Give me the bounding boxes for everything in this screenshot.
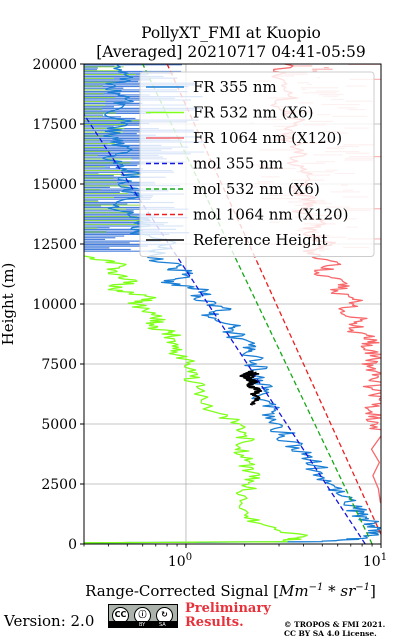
legend-box [139, 71, 375, 257]
chart-title: PollyXT_FMI at Kuopio [Averaged] 2021071… [96, 24, 366, 61]
chart-title-line-2: [Averaged] 20210717 04:41-05:59 [96, 43, 366, 61]
license-strip: BY SA [109, 621, 177, 628]
y-tick-label: 20000 [32, 57, 77, 73]
chart: PollyXT_FMI at Kuopio [Averaged] 2021071… [0, 24, 387, 600]
y-tick-label: 10000 [32, 297, 77, 313]
preliminary-line-2: Results. [185, 615, 244, 630]
cc-icon: CC [112, 607, 129, 624]
legend: FR 355 nm FR 532 nm (X6) FR 1064 nm (X120)… [139, 71, 375, 257]
chart-title-line-1: PollyXT_FMI at Kuopio [141, 24, 321, 42]
legend-label-1: FR 532 nm (X6) [193, 104, 313, 122]
y-tick-label: 2500 [41, 477, 77, 493]
x-tick-label: 101 [363, 552, 387, 570]
legend-label-4: mol 532 nm (X6) [193, 180, 320, 198]
y-tick-label: 12500 [32, 237, 77, 253]
y-axis-label: Height (m) [0, 263, 17, 346]
copyright-line-2: CC BY SA 4.0 License. [284, 629, 377, 638]
version-label: Version: 2.0 [4, 612, 95, 630]
by-strip-label: BY [139, 622, 146, 628]
series-line-6 [239, 370, 263, 406]
legend-label-5: mol 1064 nm (X120) [193, 206, 348, 224]
sa-strip-label: SA [159, 622, 166, 628]
preliminary-line-1: Preliminary [185, 601, 271, 616]
x-axis-label: Range-Corrected Signal [Mm−1 * sr−1] [85, 582, 376, 600]
copyright-line-1: © TROPOS & FMI 2021. [284, 620, 386, 629]
y-tick-label: 17500 [32, 117, 77, 133]
footer: Version: 2.0 CC ⓘ ↻ BY SA Preliminary Re… [0, 602, 400, 640]
series-line-1 [84, 255, 308, 544]
cc-license-badge[interactable]: CC ⓘ ↻ BY SA [108, 604, 178, 628]
y-tick-label: 0 [68, 537, 77, 553]
series-line-3 [84, 114, 366, 544]
preliminary-notice: Preliminary Results. [185, 602, 271, 630]
x-tick-label: 100 [168, 552, 192, 570]
y-tick-label: 5000 [41, 417, 77, 433]
y-tick-label: 15000 [32, 177, 77, 193]
legend-label-3: mol 355 nm [193, 155, 283, 173]
series-line-5 [166, 64, 381, 535]
legend-label-2: FR 1064 nm (X120) [193, 129, 342, 147]
series-line-0 [84, 64, 381, 544]
copyright-notice: © TROPOS & FMI 2021. CC BY SA 4.0 Licens… [284, 620, 385, 638]
y-tick-label: 7500 [41, 357, 77, 373]
legend-label-0: FR 355 nm [193, 78, 277, 96]
legend-label-6: Reference Height [193, 231, 327, 249]
